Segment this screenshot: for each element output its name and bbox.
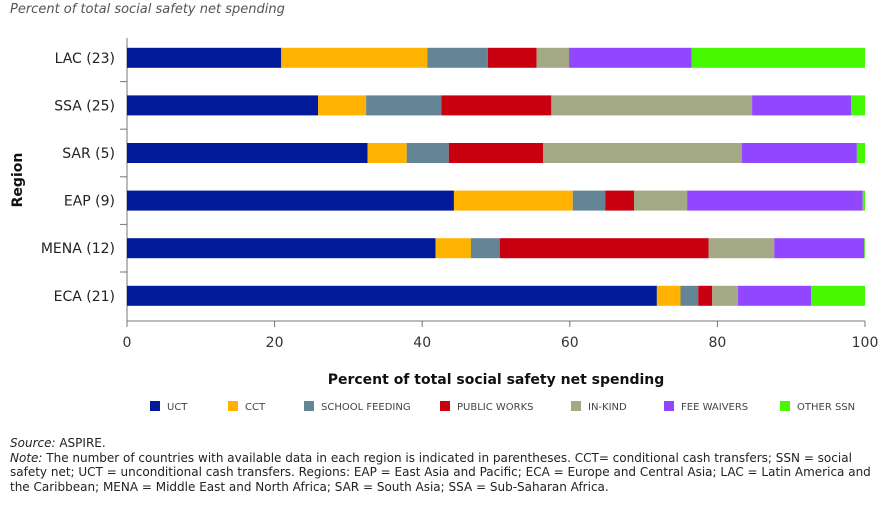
bar-segment-public-works xyxy=(441,95,552,116)
bar-segment-other-ssn xyxy=(811,285,865,306)
x-tick-label: 40 xyxy=(413,335,431,351)
bar-segment-cct xyxy=(367,143,407,163)
bar-segment-fee-waivers xyxy=(741,143,857,163)
legend-swatch xyxy=(780,401,790,411)
bar-segment-fee-waivers xyxy=(687,190,863,211)
bar-segment-other-ssn xyxy=(691,47,865,68)
category-label: SAR (5) xyxy=(62,146,115,162)
bar-segment-public-works xyxy=(698,285,713,306)
note-line: Note: The number of countries with avail… xyxy=(10,451,876,495)
bar-segment-in-kind xyxy=(708,238,775,259)
bar-segment-school-feeding xyxy=(572,190,606,211)
bar-segment-public-works xyxy=(605,190,635,211)
category-label: LAC (23) xyxy=(55,51,115,67)
legend-label: IN-KIND xyxy=(588,402,627,413)
bar-segment-school-feeding xyxy=(427,47,488,68)
bar-segment-cct xyxy=(656,285,681,306)
source-line: Source: ASPIRE. xyxy=(10,436,876,451)
legend-swatch xyxy=(664,401,674,411)
x-tick-label: 0 xyxy=(123,335,132,351)
legend-swatch xyxy=(440,401,450,411)
bar-segment-public-works xyxy=(499,238,709,259)
y-axis-title: Region xyxy=(10,153,26,208)
source-text: ASPIRE. xyxy=(55,436,106,450)
x-tick-label: 100 xyxy=(852,335,879,351)
note-text: The number of countries with available d… xyxy=(10,450,871,494)
bar-segment-other-ssn xyxy=(856,143,865,163)
bar-segment-school-feeding xyxy=(470,238,500,259)
legend-swatch xyxy=(228,401,238,411)
bar-segment-uct xyxy=(127,285,657,306)
stacked-bar-chart: LAC (23) SSA (25) SAR (5) EAP (9) MENA (12) E… xyxy=(10,38,879,413)
legend-label: FEE WAIVERS xyxy=(681,402,748,413)
legend-label: SCHOOL FEEDING xyxy=(321,402,411,413)
bar-segment-cct xyxy=(318,95,367,116)
legend-swatch xyxy=(304,401,314,411)
bar-segment-cct xyxy=(435,238,471,259)
bar-segment-school-feeding xyxy=(366,95,442,116)
bar-segment-public-works xyxy=(448,143,544,163)
bar-segment-in-kind xyxy=(543,143,742,163)
bar-segment-fee-waivers xyxy=(738,285,812,306)
bar-segment-uct xyxy=(127,47,282,68)
bar-segment-other-ssn xyxy=(864,238,865,259)
legend-swatch xyxy=(150,401,160,411)
note-label: Note: xyxy=(10,450,43,465)
legend-label: CCT xyxy=(245,402,266,413)
legend-label: PUBLIC WORKS xyxy=(457,402,534,413)
bar-segment-fee-waivers xyxy=(569,47,692,68)
bar-segment-other-ssn xyxy=(862,190,865,211)
bar-segment-cct xyxy=(453,190,573,211)
bar-segment-uct xyxy=(127,238,436,259)
bar-segment-school-feeding xyxy=(406,143,449,163)
bar-segment-other-ssn xyxy=(850,95,865,116)
category-label: SSA (25) xyxy=(54,98,115,114)
bar-segment-fee-waivers xyxy=(774,238,865,259)
bar-segment-in-kind xyxy=(536,47,570,68)
bar-segment-uct xyxy=(127,143,368,163)
x-tick-label: 80 xyxy=(708,335,726,351)
legend-swatch xyxy=(571,401,581,411)
x-tick-label: 20 xyxy=(266,335,284,351)
bar-segment-public-works xyxy=(487,47,537,68)
chart-notes: Source: ASPIRE. Note: The number of coun… xyxy=(10,436,876,494)
bar-segment-in-kind xyxy=(551,95,753,116)
category-label: MENA (12) xyxy=(41,241,115,257)
bar-segment-school-feeding xyxy=(680,285,699,306)
x-axis-title: Percent of total social safety net spend… xyxy=(328,372,665,388)
bar-segment-cct xyxy=(281,47,428,68)
bar-segment-in-kind xyxy=(712,285,739,306)
legend-label: OTHER SSN xyxy=(797,402,855,413)
bar-segment-fee-waivers xyxy=(752,95,851,116)
bar-segment-in-kind xyxy=(634,190,688,211)
source-label: Source: xyxy=(10,436,56,450)
legend-label: UCT xyxy=(167,402,188,413)
bar-segment-uct xyxy=(127,190,454,211)
bar-segment-uct xyxy=(127,95,319,116)
x-tick-label: 60 xyxy=(561,335,579,351)
category-label: EAP (9) xyxy=(64,194,115,210)
category-label: ECA (21) xyxy=(54,289,115,305)
chart-subtitle: Percent of total social safety net spend… xyxy=(10,2,285,17)
